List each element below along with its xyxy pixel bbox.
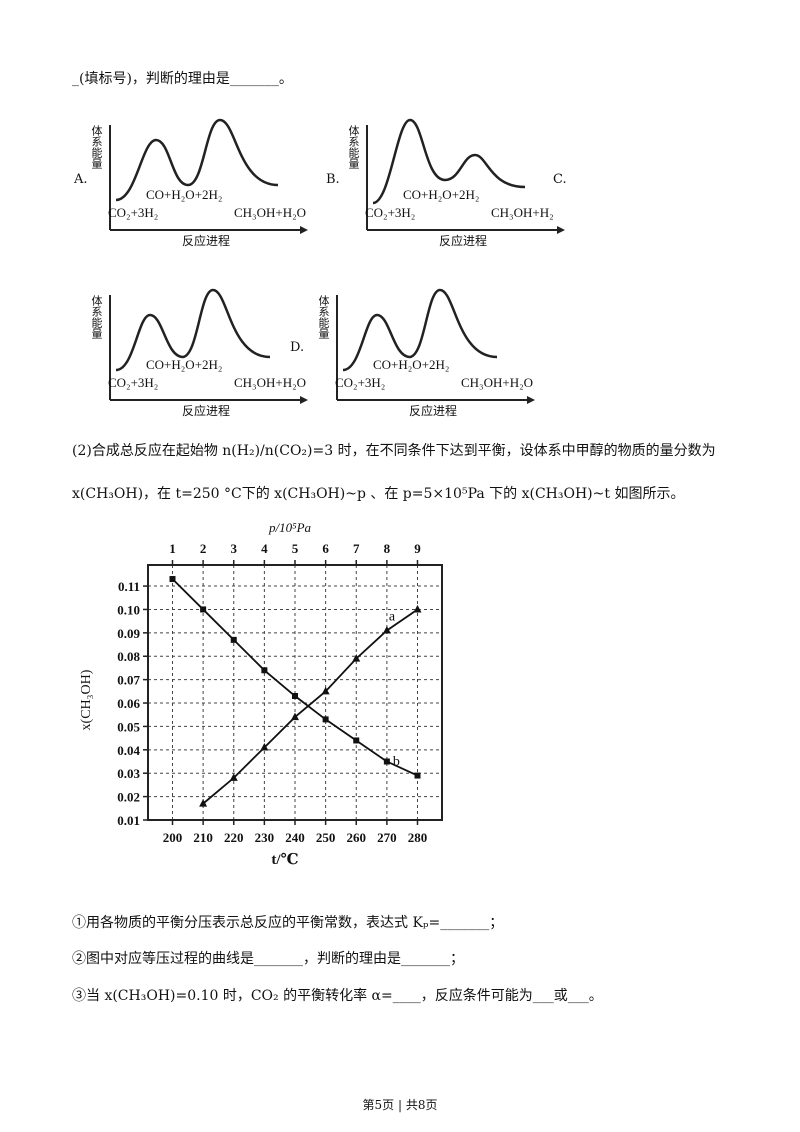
arrow (527, 396, 535, 404)
y-axis-label: 体系能量 (90, 124, 103, 169)
x2-tick-label: 8 (384, 541, 391, 556)
x2-tick-label: 3 (231, 541, 238, 556)
species-label: CH₃OH+H₂O (234, 205, 306, 220)
x2-tick-label: 1 (169, 541, 176, 556)
point (200, 606, 207, 613)
y-tick-label: 0.06 (117, 696, 140, 711)
x2-tick-label: 7 (353, 541, 360, 556)
y-tick-label: 0.11 (118, 579, 140, 594)
point (260, 742, 269, 751)
point (229, 773, 238, 781)
option-label: D. (290, 340, 305, 355)
x2-tick-label: 9 (414, 541, 421, 556)
chart: p/10⁵Pa t/℃ x(CH₃OH) 200 210 220 230 240 250 2… (79, 520, 443, 868)
y-axis-label: 体系能量 (90, 294, 103, 339)
question-line: x(CH₃OH)，在 t=250 °C下的 x(CH₃OH)~p 、在 p=5×… (72, 486, 685, 502)
series-line (202, 608, 419, 805)
y-tick-label: 0.09 (117, 626, 140, 641)
question-line: (2)合成总反应在起始物 n(H₂)/n(CO₂)=3 时，在不同条件下达到平衡… (72, 443, 716, 459)
footer: 第5页 | 共8页 (362, 1098, 438, 1112)
option-label: A. (74, 172, 88, 187)
point (382, 626, 391, 634)
x2-tick-label: 4 (261, 541, 268, 556)
point (291, 712, 299, 721)
energy-curve (342, 288, 498, 372)
y-tick-label: 0.05 (117, 719, 140, 734)
y-tick-label: 0.01 (117, 813, 140, 828)
species-label: CO+H₂O+2H₂ (373, 357, 449, 372)
point (322, 716, 329, 723)
y-tick-label: 0.03 (117, 766, 140, 781)
x-tick-label: 210 (193, 830, 213, 845)
option-label: C. (553, 172, 567, 187)
point (414, 772, 421, 779)
subquestion: ③当 x(CH₃OH)=0.10 时，CO₂ 的平衡转化率 α=____，反应条… (72, 988, 603, 1004)
plot-frame (147, 564, 443, 821)
x-tick-label: 280 (408, 830, 428, 845)
arrow (300, 396, 308, 404)
x-tick-label: 270 (377, 830, 397, 845)
x-axis-label: 反应进程 (439, 233, 487, 248)
x2-tick-label: 5 (292, 541, 299, 556)
x2-tick-label: 6 (322, 541, 329, 556)
x-axis-label: t/℃ (271, 852, 298, 868)
y-tick-label: 0.02 (117, 790, 140, 805)
intro-line: _(填标号)，判断的理由是_______。 (72, 71, 293, 87)
species-label: CH₃OH+H₂O (461, 375, 533, 390)
y-tick-label: 0.07 (117, 673, 140, 688)
species-label: CO₂+3H₂ (108, 205, 158, 220)
point (230, 636, 237, 643)
energy-curve (115, 288, 271, 372)
y-axis-label: x(CH₃OH) (79, 669, 94, 730)
point (261, 667, 268, 674)
y-tick-label: 0.04 (117, 743, 140, 758)
series-label: a (389, 610, 396, 625)
point (169, 576, 176, 583)
y-tick-label: 0.10 (117, 602, 140, 617)
point (353, 737, 360, 744)
energy-curve (372, 118, 526, 205)
x-axis-label: 反应进程 (409, 403, 457, 418)
x-axis-label: 反应进程 (182, 403, 230, 418)
species-label: CO₂+3H₂ (335, 375, 385, 390)
option-label: B. (326, 172, 340, 187)
species-label: CH₃OH+H₂ (491, 205, 554, 220)
point (383, 758, 390, 765)
x2-axis-label: p/10⁵Pa (268, 520, 312, 535)
arrow (557, 226, 565, 234)
point (321, 686, 330, 695)
species-label: CO+H₂O+2H₂ (146, 187, 222, 202)
y-tick-label: 0.08 (117, 649, 140, 664)
point (352, 654, 361, 662)
point (199, 799, 208, 807)
series-label: b (393, 755, 400, 770)
x-tick-label: 250 (316, 830, 336, 845)
x-tick-label: 260 (347, 830, 367, 845)
subquestion: ①用各物质的平衡分压表示总反应的平衡常数，表达式 Kₚ=_______； (72, 915, 504, 931)
x-tick-label: 220 (224, 830, 244, 845)
species-label: CO₂+3H₂ (365, 205, 415, 220)
arrow (300, 226, 308, 234)
species-label: CO₂+3H₂ (108, 375, 158, 390)
x-tick-label: 200 (163, 830, 183, 845)
species-label: CO+H₂O+2H₂ (146, 357, 222, 372)
point (292, 693, 298, 700)
y-axis-label: 体系能量 (347, 124, 360, 169)
x-axis-label: 反应进程 (182, 233, 230, 248)
y-axis-label: 体系能量 (317, 294, 330, 339)
energy-curve (115, 118, 279, 202)
subquestion: ②图中对应等压过程的曲线是_______，判断的理由是_______； (72, 951, 464, 967)
x-tick-label: 230 (255, 830, 275, 845)
x2-tick-label: 2 (200, 541, 207, 556)
x-tick-label: 240 (285, 830, 305, 845)
point (413, 604, 422, 613)
species-label: CH₃OH+H₂O (234, 375, 306, 390)
species-label: CO+H₂O+2H₂ (403, 187, 479, 202)
